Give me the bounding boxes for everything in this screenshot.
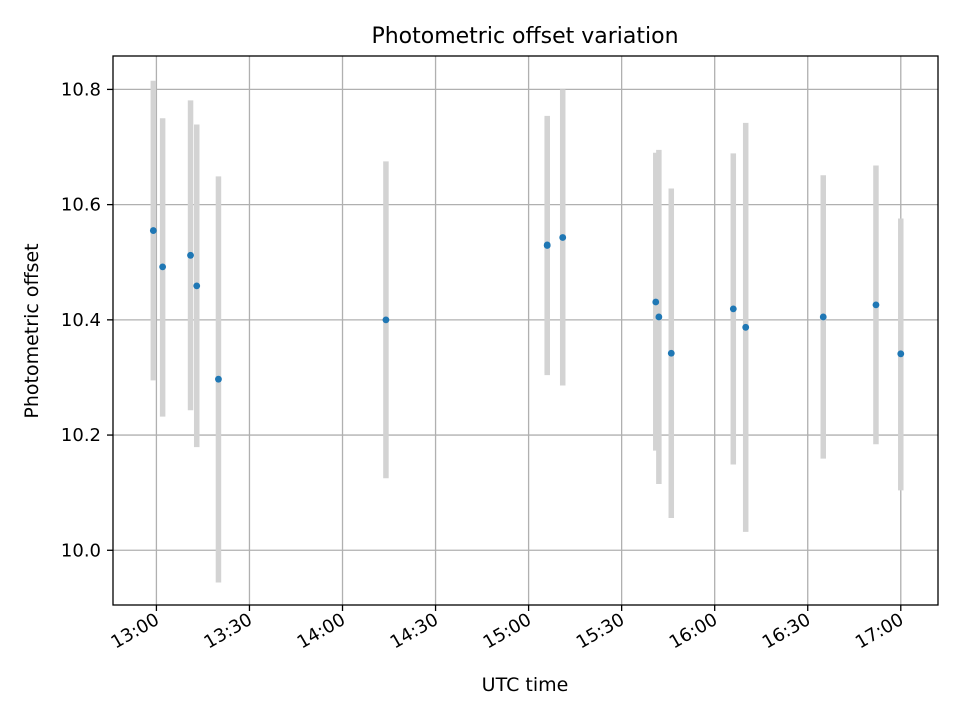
data-point	[652, 298, 660, 306]
y-tick-label: 10.4	[61, 310, 101, 331]
data-point	[667, 349, 675, 357]
data-point	[193, 282, 201, 290]
x-tick-label: 15:00	[480, 609, 535, 653]
data-point	[819, 313, 827, 321]
data-point	[729, 305, 737, 313]
data-point	[559, 234, 567, 241]
data-point	[149, 227, 157, 234]
data-point	[215, 375, 222, 383]
data-point	[897, 350, 905, 358]
data-point	[742, 323, 750, 331]
x-tick-label: 13:00	[107, 609, 162, 653]
data-point	[872, 301, 880, 309]
x-tick-label: 16:30	[759, 609, 814, 653]
grid-layer	[113, 56, 938, 605]
x-tick-label: 13:30	[201, 609, 256, 653]
x-tick-label: 16:00	[666, 609, 721, 653]
y-tick-label: 10.8	[61, 79, 101, 100]
x-tick-label: 14:30	[387, 609, 442, 653]
data-point	[543, 241, 551, 249]
chart-title: Photometric offset variation	[371, 24, 678, 49]
y-tick-label: 10.0	[61, 540, 101, 561]
x-tick-label: 15:30	[573, 609, 628, 653]
x-axis-label: UTC time	[482, 674, 569, 696]
data-point	[382, 316, 390, 324]
data-point	[187, 251, 194, 259]
data-points	[149, 227, 905, 383]
x-tick-label: 17:00	[852, 609, 907, 653]
y-tick-label: 10.6	[61, 195, 101, 216]
data-point	[655, 313, 663, 321]
error-bars	[150, 80, 904, 583]
y-tick-label: 10.2	[61, 425, 101, 446]
y-axis-label: Photometric offset	[21, 243, 43, 418]
data-point	[159, 263, 167, 271]
plot-frame	[112, 55, 939, 606]
x-tick-label: 14:00	[294, 609, 349, 653]
